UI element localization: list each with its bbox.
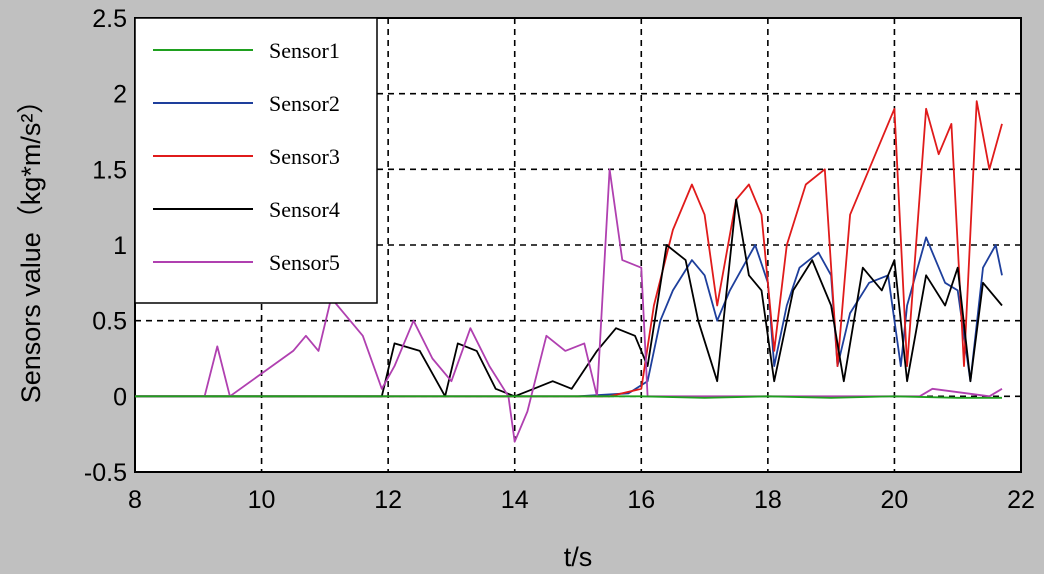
x-tick-label: 14 [501, 486, 529, 514]
x-tick-label: 8 [128, 486, 142, 514]
x-axis-label: t/s [564, 542, 593, 572]
y-tick-label: 0 [113, 383, 127, 411]
legend-label: Sensor3 [269, 144, 340, 169]
legend-label: Sensor5 [269, 250, 340, 275]
x-tick-label: 10 [248, 486, 276, 514]
x-tick-label: 12 [374, 486, 402, 514]
axis-ticks: 8 10 12 14 16 18 20 22 -0.5 0 0.5 1 1.5 2 2.5 [84, 5, 1035, 514]
y-axis-label: Sensors value（kg*m/s²） [16, 87, 46, 404]
legend-label: Sensor2 [269, 91, 340, 116]
x-tick-label: 18 [754, 486, 782, 514]
series-line-sensor1 [135, 395, 1002, 399]
x-tick-label: 16 [627, 486, 655, 514]
series-line-sensor3 [135, 100, 1003, 398]
legend-label: Sensor4 [269, 197, 340, 222]
series-line-sensor2 [135, 236, 1003, 398]
y-tick-label: -0.5 [84, 459, 127, 487]
y-tick-label: 1.5 [92, 156, 127, 184]
y-tick-label: 0.5 [92, 308, 127, 336]
data-series [135, 100, 1003, 443]
y-tick-label: 2 [113, 81, 127, 109]
legend-label: Sensor1 [269, 38, 340, 63]
x-tick-label: 22 [1007, 486, 1035, 514]
legend-box [134, 17, 378, 304]
x-tick-label: 20 [881, 486, 909, 514]
y-tick-label: 2.5 [92, 5, 127, 33]
y-tick-label: 1 [113, 232, 127, 260]
legend: Sensor1 Sensor2 Sensor3 Sensor4 Sensor5 [134, 17, 378, 304]
